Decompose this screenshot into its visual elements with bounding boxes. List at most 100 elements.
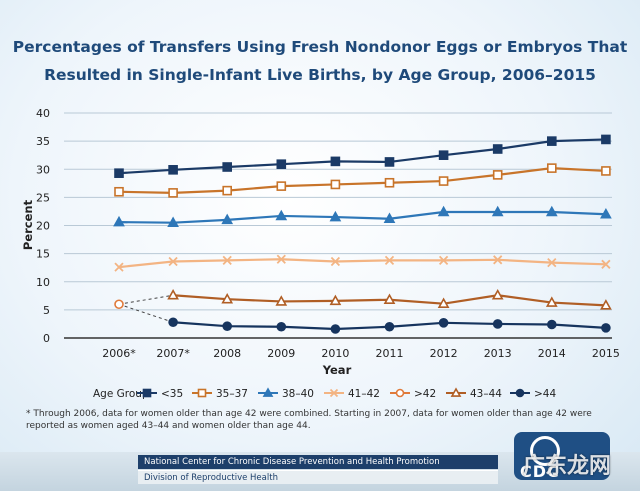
point-35-37-2010: [330, 179, 341, 190]
point-41-42-2009: [276, 254, 286, 264]
watermark: 广东龙网: [523, 454, 612, 479]
legend-label-35-37: 35–37: [216, 388, 248, 400]
point-41-42-2007: [168, 256, 178, 267]
logo-seal-icon: [530, 436, 560, 466]
x-tick-label-2011: 2011: [376, 347, 404, 360]
x-tick-label-2007: 2007*: [156, 347, 190, 360]
point-lt35-2010: [330, 156, 341, 167]
dashed-connector-43-44: [118, 294, 174, 305]
chart-title-line-1: Percentages of Transfers Using Fresh Non…: [12, 38, 628, 56]
point-38-40-2012: [437, 205, 450, 217]
point-43-44-2015: [600, 299, 612, 310]
dashed-connector-gt44: [118, 303, 174, 323]
point-lt35-2013: [492, 144, 503, 154]
point-gt44-2009: [276, 321, 287, 332]
point-gt44-2013: [492, 319, 503, 329]
point-lt35-2012: [438, 150, 449, 160]
footnote: * Through 2006, data for women older tha…: [26, 409, 592, 431]
point-lt35-2014: [546, 136, 557, 146]
x-tick-label-2009: 2009: [267, 347, 295, 360]
y-tick-label-20: 20: [36, 220, 50, 233]
legend-label-38-40: 38–40: [282, 388, 314, 400]
point-35-37-2006: [114, 186, 124, 197]
x-tick-label-2014: 2014: [538, 347, 566, 360]
point-43-44-2008: [221, 292, 234, 304]
point-35-37-2013: [492, 170, 503, 180]
series-line-lt35: [118, 138, 606, 175]
footer-division-name: Division of Reproductive Health: [138, 470, 498, 484]
point-41-42-2013: [493, 255, 503, 265]
x-tick-label-2008: 2008: [213, 347, 241, 360]
point-38-40-2014: [545, 205, 558, 217]
line-chart: 0 5 10 15 20 25 30 35 40 2006* 2007* 2008 2009 2010 20…: [21, 107, 620, 400]
point-35-37-2009: [276, 181, 287, 191]
y-tick-label-30: 30: [36, 163, 50, 176]
y-tick-label-10: 10: [36, 276, 50, 289]
legend-title: Age Group:: [93, 388, 152, 400]
x-tick-label-2010: 2010: [321, 347, 349, 360]
point-38-40-2006: [113, 215, 125, 227]
series-line-35-37: [118, 167, 606, 194]
x-tick-label-2013: 2013: [484, 347, 512, 360]
point-35-37-2014: [546, 163, 557, 173]
point-38-40-2009: [275, 209, 288, 221]
point-35-37-2015: [601, 166, 611, 176]
point-lt35-2009: [276, 159, 287, 169]
point-43-44-2013: [491, 289, 504, 300]
point-41-42-2011: [384, 255, 395, 266]
point-gt44-2015: [601, 323, 611, 333]
point-35-37-2012: [438, 176, 449, 186]
point-43-44-2011: [383, 293, 396, 305]
legend-label-43-44: 43–44: [470, 388, 502, 400]
point-41-42-2010: [330, 256, 341, 267]
point-35-37-2011: [384, 177, 395, 188]
point-lt35-2007: [168, 165, 178, 175]
legend-label-41-42: 41–42: [348, 388, 380, 400]
point-43-44-2014: [545, 296, 558, 307]
point-43-44-2012: [437, 297, 450, 308]
point-38-40-2007: [167, 216, 179, 227]
x-tick-label-2015: 2015: [592, 347, 620, 360]
point-gt42-2006: [114, 299, 124, 310]
point-41-42-2012: [438, 255, 449, 266]
y-tick-label-5: 5: [43, 304, 50, 317]
y-tick-label-40: 40: [36, 107, 50, 120]
logo-text: CDC: [520, 462, 560, 481]
point-lt35-2006: [114, 168, 124, 178]
legend-marker-lt35: [142, 388, 152, 398]
point-38-40-2015: [600, 208, 612, 219]
legend-label-lt35: <35: [161, 388, 183, 400]
legend-label-gt44: >44: [534, 388, 556, 400]
legend-marker-38-40: [262, 387, 274, 397]
point-gt44-2012: [438, 318, 449, 328]
legend-label-gt42: >42: [414, 388, 436, 400]
point-41-42-2015: [601, 259, 611, 269]
legend-marker-35-37: [197, 388, 207, 398]
point-43-44-2007: [167, 289, 179, 300]
x-axis-label: Year: [322, 363, 352, 377]
point-38-40-2011: [383, 212, 396, 223]
point-41-42-2006: [114, 262, 124, 272]
point-38-40-2013: [491, 205, 504, 217]
series-line-41-42: [118, 258, 606, 269]
y-tick-label-15: 15: [36, 248, 50, 261]
point-gt44-2008: [222, 321, 232, 331]
y-tick-label-0: 0: [43, 332, 50, 345]
point-gt44-2014: [546, 319, 557, 330]
point-43-44-2009: [275, 295, 288, 306]
point-lt35-2011: [384, 157, 395, 167]
point-gt44-2007: [168, 317, 178, 328]
x-tick-label-2006: 2006*: [102, 347, 136, 360]
point-35-37-2007: [168, 188, 178, 198]
point-lt35-2015: [601, 134, 611, 145]
x-tick-label-2012: 2012: [430, 347, 458, 360]
point-38-40-2010: [329, 210, 342, 222]
point-gt44-2010: [330, 324, 341, 334]
footer-center-name: National Center for Chronic Disease Prev…: [138, 455, 498, 469]
y-axis-label: Percent: [21, 199, 35, 250]
legend-marker-41-42: [329, 388, 339, 398]
series-line-38-40: [118, 210, 606, 224]
point-38-40-2008: [221, 213, 234, 225]
legend-marker-43-44: [450, 387, 462, 397]
